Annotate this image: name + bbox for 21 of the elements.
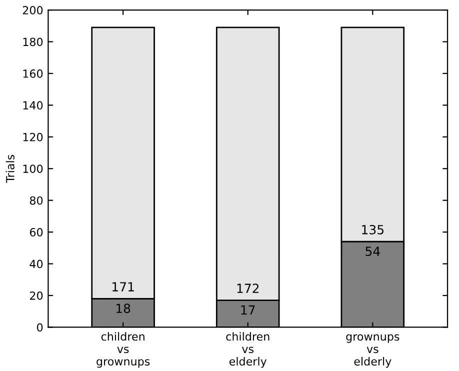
y-tick-label: 100 [23, 164, 43, 173]
y-tick-label: 60 [30, 228, 43, 236]
data-label: 54 [366, 246, 380, 256]
x-tick-label: children vs grownups [96, 332, 150, 368]
y-tick-label: 140 [23, 101, 43, 110]
data-label: 17 [241, 305, 255, 315]
y-tick-label: 180 [23, 38, 43, 46]
data-label: 135 [362, 224, 384, 234]
y-tick-label: 120 [23, 132, 43, 142]
y-axis-title: Trials [6, 154, 14, 183]
y-tick-label: 0 [36, 323, 43, 332]
x-tick-label: grownups vs elderly [346, 334, 400, 368]
data-label: 172 [237, 284, 259, 293]
y-tick-label: 20 [30, 291, 43, 300]
data-label: 18 [116, 304, 130, 314]
data-label: 171 [112, 282, 134, 292]
y-tick-label: 200 [22, 6, 43, 14]
y-tick-label: 80 [30, 196, 43, 205]
y-tick-label: 40 [30, 260, 43, 268]
x-tick-label: children vs elderly [226, 332, 270, 368]
y-tick-label: 160 [23, 69, 43, 78]
